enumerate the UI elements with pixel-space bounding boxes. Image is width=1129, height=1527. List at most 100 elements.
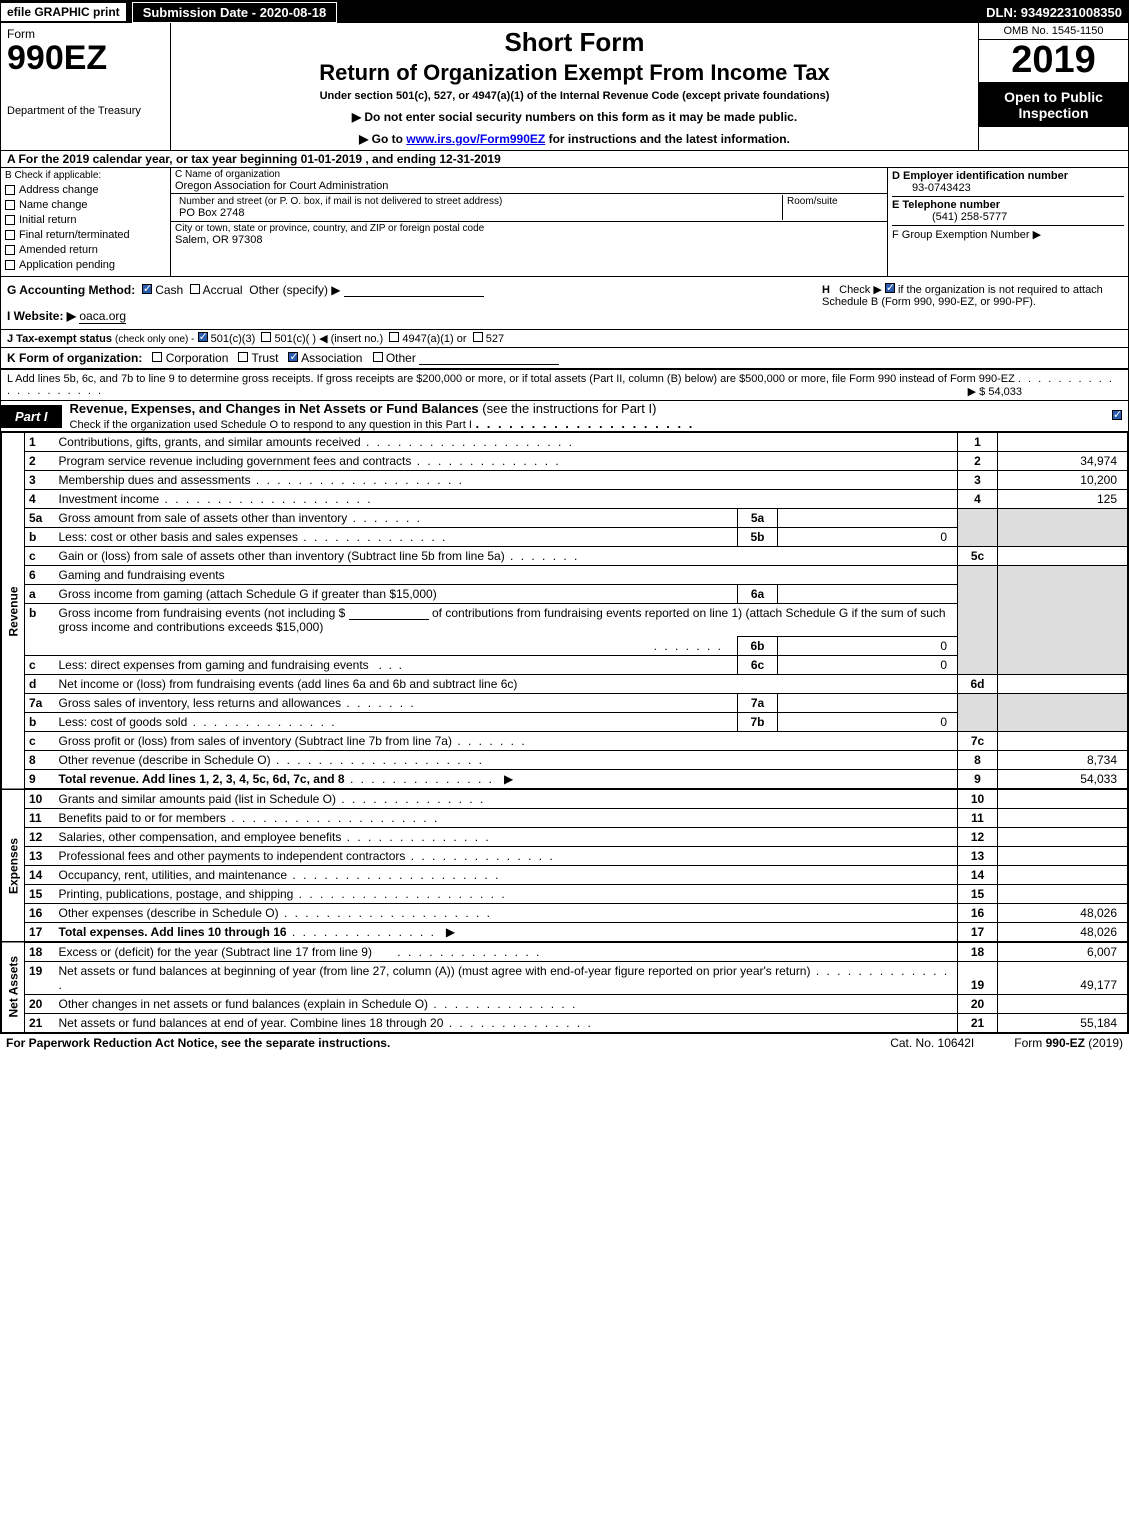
desc-text: Gross sales of inventory, less returns a… xyxy=(59,696,342,710)
website-link[interactable]: oaca.org xyxy=(79,309,126,324)
line-value: 6,007 xyxy=(998,942,1128,962)
line-no: 19 xyxy=(25,962,55,995)
chk-application-pending[interactable]: Application pending xyxy=(5,259,166,271)
line-no: 14 xyxy=(25,866,55,885)
line-ref: 18 xyxy=(958,942,998,962)
line-desc: Gain or (loss) from sale of assets other… xyxy=(55,547,958,566)
shaded-cell xyxy=(958,566,998,675)
sub-value: 0 xyxy=(778,528,958,547)
other-org-field[interactable] xyxy=(419,351,559,365)
desc-text: Less: cost of goods sold xyxy=(59,715,188,729)
line-desc: Gross income from gaming (attach Schedul… xyxy=(55,585,738,604)
chk-accrual[interactable] xyxy=(190,284,200,294)
chk-501c[interactable] xyxy=(261,332,271,342)
dots xyxy=(271,753,484,767)
line-no: 5a xyxy=(25,509,55,528)
desc-text: Membership dues and assessments xyxy=(59,473,251,487)
sub-ref: 6c xyxy=(738,656,778,675)
line-desc: Gross income from fundraising events (no… xyxy=(55,604,958,637)
footer: For Paperwork Reduction Act Notice, see … xyxy=(0,1034,1129,1052)
desc-text: Other expenses (describe in Schedule O) xyxy=(59,906,279,920)
chk-trust[interactable] xyxy=(238,352,248,362)
chk-final-return[interactable]: Final return/terminated xyxy=(5,229,166,241)
org-name: Oregon Association for Court Administrat… xyxy=(175,180,883,192)
desc-text: Gross income from fundraising events (no… xyxy=(59,606,346,620)
dots xyxy=(347,511,422,525)
contrib-amount-field[interactable] xyxy=(349,606,429,620)
part1-table: Revenue 1 Contributions, gifts, grants, … xyxy=(1,432,1128,1033)
efile-print-label[interactable]: efile GRAPHIC print xyxy=(1,3,126,21)
cat-no: Cat. No. 10642I xyxy=(890,1036,1014,1050)
dots xyxy=(279,906,492,920)
line-12: 12 Salaries, other compensation, and emp… xyxy=(2,828,1128,847)
line-11: 11 Benefits paid to or for members 11 xyxy=(2,809,1128,828)
line-no: b xyxy=(25,528,55,547)
cash-label: Cash xyxy=(155,283,183,297)
chk-cash[interactable] xyxy=(142,284,152,294)
desc-text: Contributions, gifts, grants, and simila… xyxy=(59,435,361,449)
org-name-block: C Name of organization Oregon Associatio… xyxy=(171,168,887,194)
chk-initial-return[interactable]: Initial return xyxy=(5,214,166,226)
line-desc-empty xyxy=(55,637,738,656)
part1-checkbox[interactable] xyxy=(1112,410,1128,423)
desc-text: Gain or (loss) from sale of assets other… xyxy=(59,549,505,563)
org-address: PO Box 2748 xyxy=(179,207,778,219)
line-ref: 20 xyxy=(958,995,998,1014)
part1-check-text: Check if the organization used Schedule … xyxy=(70,419,472,431)
line-no: 7a xyxy=(25,694,55,713)
chk-501c3[interactable] xyxy=(198,332,208,342)
chk-association[interactable] xyxy=(288,352,298,362)
opt-4947: 4947(a)(1) or xyxy=(402,333,466,345)
chk-name-change[interactable]: Name change xyxy=(5,199,166,211)
shaded-cell xyxy=(958,694,998,732)
title-main: Return of Organization Exempt From Incom… xyxy=(177,60,972,86)
chk-label: Initial return xyxy=(19,214,76,226)
line-ref: 21 xyxy=(958,1014,998,1033)
chk-amended-return[interactable]: Amended return xyxy=(5,244,166,256)
line-value: 55,184 xyxy=(998,1014,1128,1033)
k-label: K Form of organization: xyxy=(7,351,142,365)
line-no: 4 xyxy=(25,490,55,509)
sub-value xyxy=(778,585,958,604)
line-desc: Gross amount from sale of assets other t… xyxy=(55,509,738,528)
header-center: Short Form Return of Organization Exempt… xyxy=(171,23,978,150)
submission-date: Submission Date - 2020-08-18 xyxy=(132,2,338,23)
part1-badge: Part I xyxy=(1,405,62,428)
line-20: 20 Other changes in net assets or fund b… xyxy=(2,995,1128,1014)
opt-trust: Trust xyxy=(252,351,279,365)
chk-527[interactable] xyxy=(473,332,483,342)
line-ref: 12 xyxy=(958,828,998,847)
line-ref: 1 xyxy=(958,433,998,452)
chk-corporation[interactable] xyxy=(152,352,162,362)
checkbox-icon xyxy=(1112,410,1122,420)
line-value xyxy=(998,809,1128,828)
line-no-empty xyxy=(25,637,55,656)
line-value xyxy=(998,828,1128,847)
chk-other[interactable] xyxy=(373,352,383,362)
line-value xyxy=(998,995,1128,1014)
irs-link[interactable]: www.irs.gov/Form990EZ xyxy=(406,132,545,146)
checkbox-icon xyxy=(5,200,15,210)
line-desc: Gross profit or (loss) from sales of inv… xyxy=(55,732,958,751)
line-desc: Less: direct expenses from gaming and fu… xyxy=(55,656,738,675)
dots xyxy=(443,1016,592,1030)
chk-4947[interactable] xyxy=(389,332,399,342)
line-no: 9 xyxy=(25,770,55,790)
other-specify-field[interactable] xyxy=(344,283,484,297)
line-ref: 4 xyxy=(958,490,998,509)
dln-number: DLN: 93492231008350 xyxy=(986,5,1128,20)
line-value xyxy=(998,547,1128,566)
line-desc: Printing, publications, postage, and shi… xyxy=(55,885,958,904)
chk-address-change[interactable]: Address change xyxy=(5,184,166,196)
line-no: 10 xyxy=(25,789,55,809)
dots xyxy=(251,473,464,487)
sub-value: 0 xyxy=(778,656,958,675)
topbar: efile GRAPHIC print Submission Date - 20… xyxy=(1,1,1128,23)
l-value: ▶ $ 54,033 xyxy=(968,385,1122,398)
desc-text: Occupancy, rent, utilities, and maintena… xyxy=(59,868,288,882)
line-no: 16 xyxy=(25,904,55,923)
part1-title: Revenue, Expenses, and Changes in Net As… xyxy=(62,401,695,431)
chk-schedule-b[interactable] xyxy=(885,283,895,293)
city-label: City or town, state or province, country… xyxy=(175,223,883,234)
dots xyxy=(293,887,506,901)
